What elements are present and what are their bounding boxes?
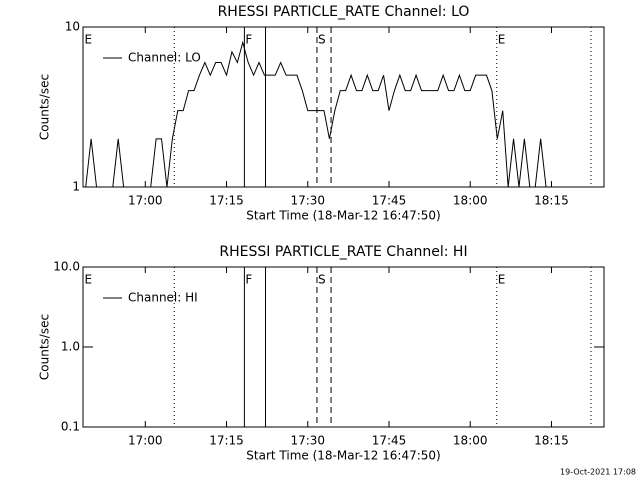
- event-label: F: [245, 33, 252, 47]
- x-tick-label: 18:15: [534, 434, 569, 448]
- x-axis-label: Start Time (18-Mar-12 16:47:50): [246, 449, 440, 463]
- x-tick-label: 18:00: [453, 434, 488, 448]
- event-label: E: [85, 273, 93, 287]
- event-label: E: [85, 33, 93, 47]
- plot-frame: [82, 26, 605, 188]
- x-tick-label: 17:45: [372, 194, 407, 208]
- data-line: [85, 40, 547, 187]
- x-tick-label: 17:15: [209, 194, 244, 208]
- x-tick-label: 18:15: [534, 194, 569, 208]
- event-label: S: [318, 33, 326, 47]
- legend-label: Channel: LO: [128, 51, 201, 65]
- x-tick-label: 18:00: [453, 194, 488, 208]
- event-label: S: [318, 273, 326, 287]
- legend-label: Channel: HI: [128, 291, 198, 305]
- y-axis-label: Counts/sec: [38, 314, 52, 380]
- y-tick-label: 10.0: [53, 260, 80, 274]
- x-tick-label: 17:00: [128, 434, 163, 448]
- event-label: E: [498, 33, 506, 47]
- x-tick-label: 17:15: [209, 434, 244, 448]
- x-tick-label: 17:00: [128, 194, 163, 208]
- x-tick-label: 17:45: [372, 434, 407, 448]
- event-label: E: [498, 273, 506, 287]
- x-tick-label: 17:30: [290, 434, 325, 448]
- y-tick-label: 0.1: [61, 420, 80, 434]
- footer: 19-Oct-2021 17:08: [560, 468, 636, 477]
- y-tick-label: 1.0: [61, 340, 80, 354]
- x-axis-label: Start Time (18-Mar-12 16:47:50): [246, 209, 440, 223]
- x-tick-label: 17:30: [290, 194, 325, 208]
- y-tick-label: 1: [72, 180, 80, 194]
- y-axis-label: Counts/sec: [38, 74, 52, 140]
- event-label: F: [245, 273, 252, 287]
- plot-frame: [82, 266, 605, 428]
- y-tick-label: 10: [65, 20, 80, 34]
- chart-title: RHESSI PARTICLE_RATE Channel: LO: [218, 4, 470, 20]
- chart-title: RHESSI PARTICLE_RATE Channel: HI: [219, 244, 467, 260]
